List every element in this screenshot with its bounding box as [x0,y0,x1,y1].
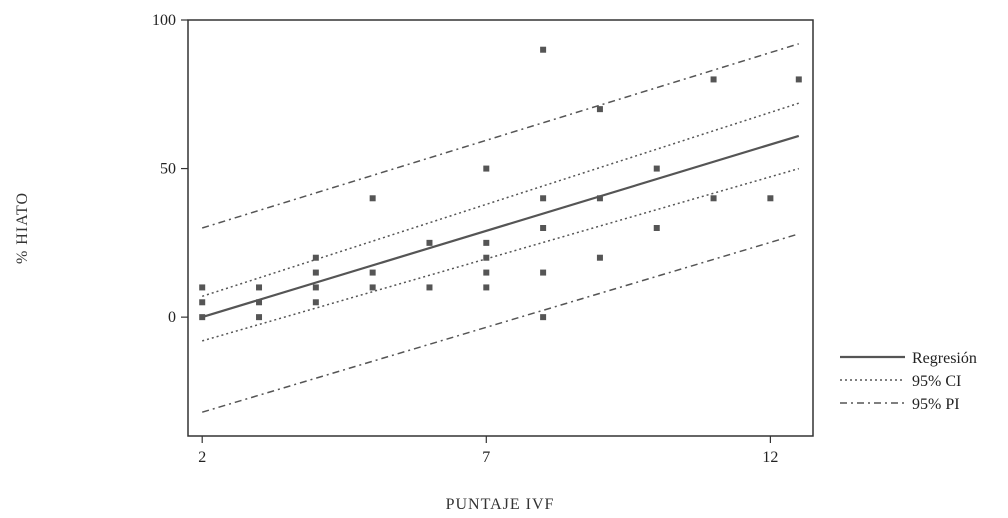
data-point [256,284,263,291]
legend-label: Regresión [912,350,977,367]
data-point [596,106,603,113]
x-tick-label: 7 [482,449,490,466]
data-point [199,284,206,291]
series-lines [201,43,800,413]
data-point [312,284,319,291]
data-point [653,225,660,231]
data-point [483,165,490,172]
data-point [596,254,603,261]
x-axis-label: PUNTAJE IVF [446,496,555,513]
data-point [312,254,319,261]
data-point [540,46,547,53]
series-line-95-ci [201,167,800,342]
data-point [312,299,319,306]
data-point [653,165,660,172]
data-point [369,269,376,276]
data-point [483,284,490,291]
data-point [596,195,603,202]
data-point [767,195,774,202]
data-point [256,314,263,321]
data-point [199,299,206,306]
data-point [540,314,547,321]
data-point [369,195,376,202]
data-point [710,195,717,202]
data-point [540,225,547,231]
data-point [540,269,547,276]
data-point [795,76,802,83]
data-point [540,195,547,202]
y-tick-label: 100 [152,12,176,29]
data-point [710,76,717,83]
x-tick-label: 12 [762,449,778,466]
data-point [483,269,490,276]
data-point [483,239,490,246]
data-point [369,284,376,291]
x-tick-label: 2 [198,449,206,466]
data-point [199,314,206,321]
series-line-regresi-n [201,134,800,319]
y-tick-label: 50 [160,161,176,178]
axis-ticks: 2 7 12 0 50 100 [152,12,778,466]
legend-label: 95% PI [912,396,960,413]
data-points [199,46,802,321]
series-line-95-ci [201,102,800,298]
series-line-95-pi [201,233,800,413]
legend: Regresión 95% CI 95% PI [840,350,977,413]
data-point [312,269,319,276]
y-axis-label: % HIATO [14,192,31,264]
y-tick-label: 0 [168,309,176,326]
legend-label: 95% CI [912,373,961,390]
data-point [483,254,490,261]
data-point [256,299,263,306]
plot-frame [187,19,814,437]
series-line-95-pi [201,43,800,229]
data-point [426,239,433,246]
data-point [426,284,433,291]
